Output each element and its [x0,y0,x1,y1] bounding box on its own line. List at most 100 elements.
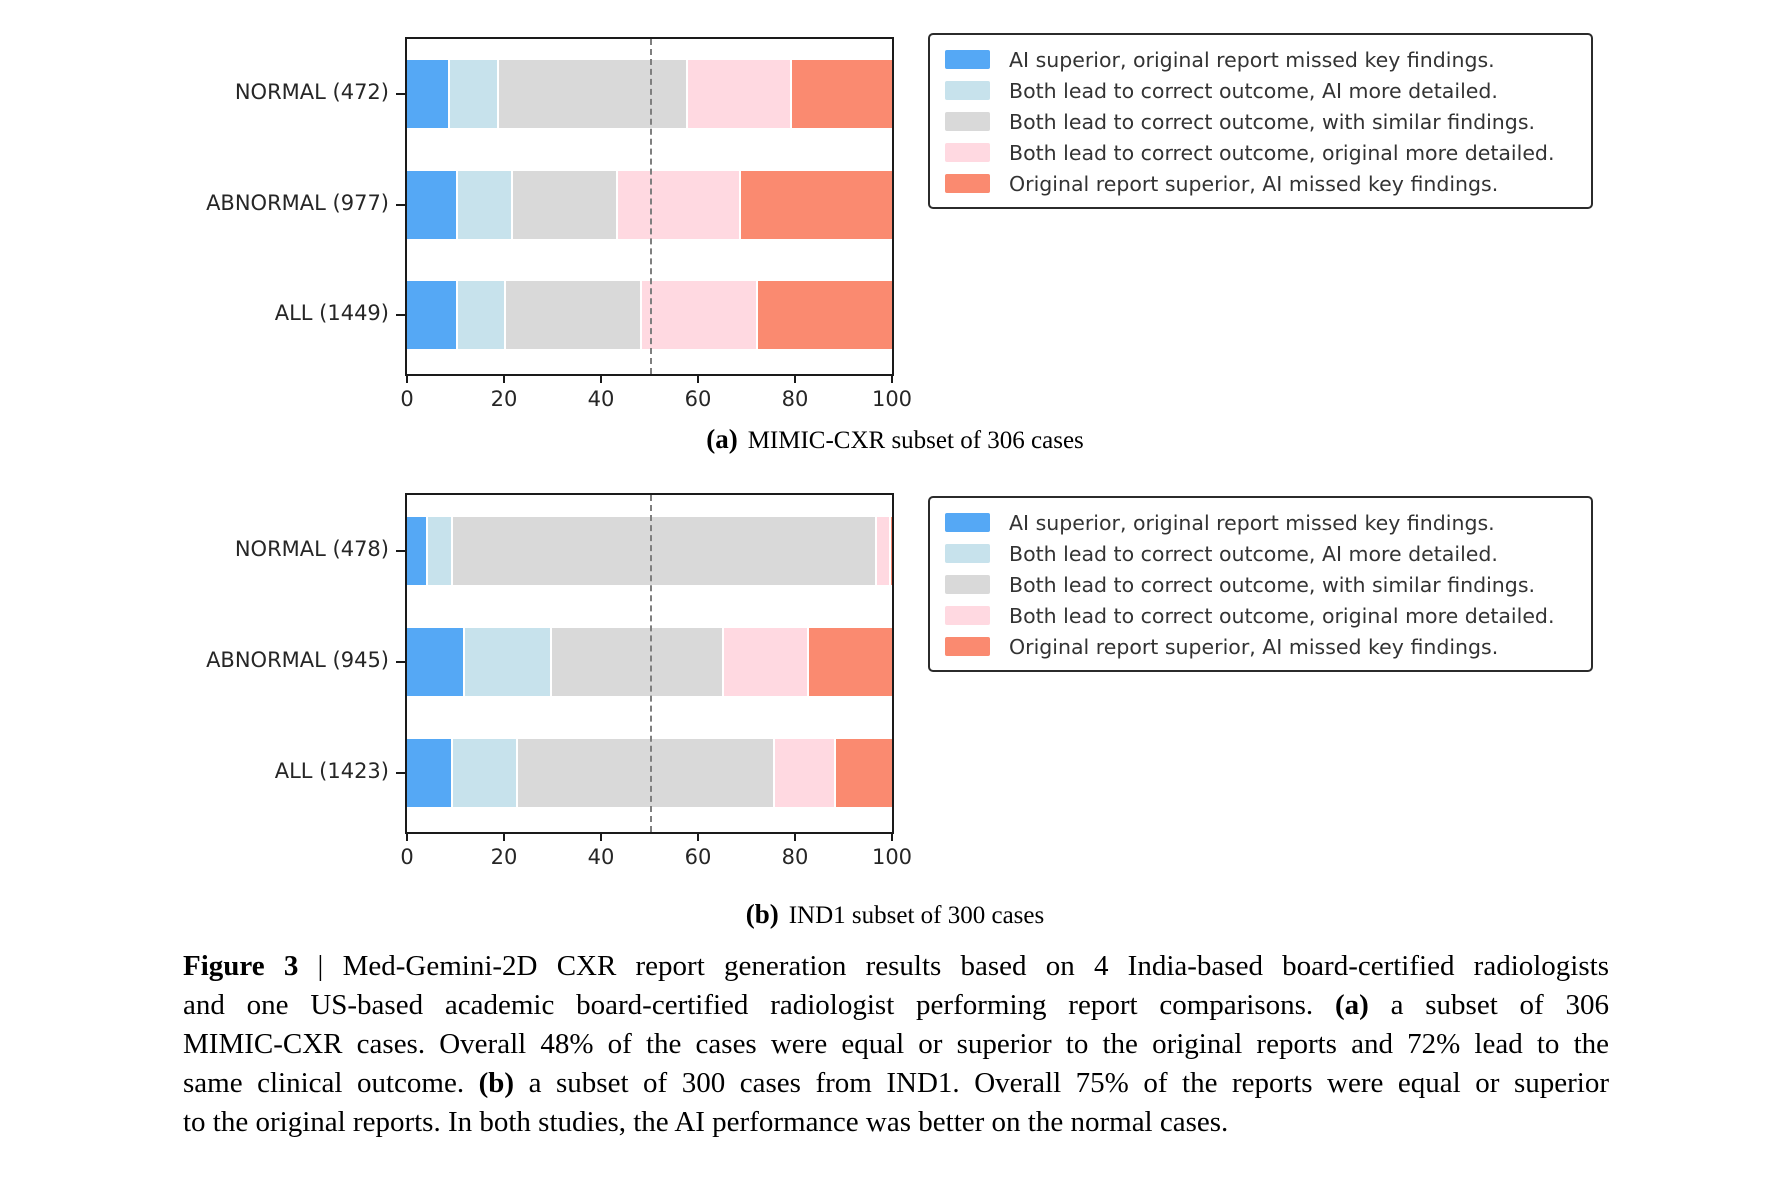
x-axis-tick-label: 40 [587,845,615,869]
x-axis-tick-label: 100 [871,387,913,411]
bar-segment [407,280,456,349]
legend-item: AI superior, original report missed key … [930,507,1591,538]
reference-line-50 [649,495,652,832]
bar-segment [773,738,834,807]
legend-swatch [945,544,990,563]
figure-caption-line: to the original reports. In both studies… [183,1103,1609,1142]
x-axis-tick-label: 60 [684,845,712,869]
legend-swatch [945,513,990,532]
bar-segment [496,60,686,129]
chart-b-caption-label: (b) [745,899,779,929]
y-axis-tick [396,549,405,552]
bar-abnormal-977- [407,170,892,239]
bar-segment [407,738,451,807]
chart-b-legend: AI superior, original report missed key … [928,496,1593,672]
y-axis-tick [396,771,405,774]
caption-text: a subset of 300 cases from IND1. Overall… [514,1067,1609,1099]
bar-segment [722,627,808,696]
bar-segment [448,60,497,129]
legend-item: Both lead to correct outcome, original m… [930,137,1591,168]
bar-segment [426,516,451,585]
x-axis-tick-label: 40 [587,387,615,411]
bar-segment [511,170,616,239]
x-axis-tick [406,374,408,383]
bar-segment [833,738,892,807]
x-axis-tick [697,374,699,383]
caption-bold-text: Figure 3 [183,950,299,982]
caption-text: and one US-based academic board-certifie… [183,989,1335,1021]
legend-label: Original report superior, AI missed key … [1009,634,1499,659]
x-axis-tick-label: 0 [400,387,414,411]
y-axis-label: NORMAL (478) [234,536,389,561]
reference-line-50 [649,39,652,374]
x-axis-tick [891,374,893,383]
figure-caption-line: MIMIC-CXR cases. Overall 48% of the case… [183,1025,1609,1064]
caption-bold-text: (a) [1334,989,1369,1021]
bar-segment [450,516,876,585]
x-axis-tick-label: 100 [871,845,913,869]
bar-segment [516,738,774,807]
caption-text: same clinical outcome. [183,1067,479,1099]
x-axis-tick [600,832,602,841]
legend-swatch [945,143,990,162]
legend-swatch [945,81,990,100]
caption-text: to the original reports. In both studies… [183,1106,1229,1138]
y-axis-tick [396,660,405,663]
chart-b-caption-text: IND1 subset of 300 cases [788,902,1045,929]
x-axis-tick-label: 20 [490,845,518,869]
legend-label: Original report superior, AI missed key … [1009,171,1499,196]
bar-segment [888,516,892,585]
x-axis-tick-label: 60 [684,387,712,411]
y-axis-tick [396,93,405,96]
legend-swatch [945,575,990,594]
legend-swatch [945,112,990,131]
x-axis-tick-label: 80 [781,387,809,411]
x-axis-tick [891,832,893,841]
bar-segment [756,280,892,349]
caption-text: a subset of 306 [1368,989,1609,1021]
x-axis-tick [600,374,602,383]
legend-swatch [945,606,990,625]
chart-b-plot-area: NORMAL (478) ABNORMAL (945) ALL (1423) 0 20 4… [206,493,912,869]
bar-all-1449- [407,280,892,349]
legend-item: Both lead to correct outcome, AI more de… [930,538,1591,569]
bar-normal-478- [407,516,892,585]
chart-a-caption-text: MIMIC-CXR subset of 306 cases [747,427,1084,454]
bar-segment [455,280,504,349]
x-axis-tick [794,374,796,383]
legend-label: Both lead to correct outcome, AI more de… [1009,541,1498,566]
bar-segment [450,738,517,807]
legend-swatch [945,50,990,69]
bar-all-1423- [407,738,892,807]
legend-label: AI superior, original report missed key … [1009,510,1495,535]
y-axis-label: ALL (1423) [274,758,389,783]
bar-segment [455,170,512,239]
chart-a-caption: (a) MIMIC-CXR subset of 306 cases [180,424,1610,455]
legend-item: Both lead to correct outcome, AI more de… [930,75,1591,106]
chart-a-legend: AI superior, original report missed key … [928,33,1593,209]
legend-label: Both lead to correct outcome, AI more de… [1009,78,1498,103]
bar-segment [407,60,449,129]
legend-label: Both lead to correct outcome, with simil… [1009,109,1536,134]
figure-caption-line: Figure 3 | Med-Gemini-2D CXR report gene… [183,947,1609,986]
bar-segment [807,627,892,696]
bar-segment [407,170,456,239]
x-axis-tick [697,832,699,841]
legend-item: Original report superior, AI missed key … [930,631,1591,662]
x-axis-tick [503,832,505,841]
y-axis-label: ALL (1449) [274,300,389,325]
y-axis-tick [396,313,405,316]
bar-normal-472- [407,60,892,129]
y-axis-label: ABNORMAL (945) [206,647,389,672]
legend-label: Both lead to correct outcome, original m… [1009,140,1555,165]
legend-item: Both lead to correct outcome, with simil… [930,569,1591,600]
x-axis-tick [503,374,505,383]
legend-label: Both lead to correct outcome, original m… [1009,603,1555,628]
legend-swatch [945,174,990,193]
caption-text: MIMIC-CXR cases. Overall 48% of the case… [183,1028,1609,1060]
bar-abnormal-945- [407,627,892,696]
figure-caption-line: same clinical outcome. (b) a subset of 3… [183,1064,1609,1103]
bar-segment [504,280,640,349]
bar-segment [615,170,740,239]
